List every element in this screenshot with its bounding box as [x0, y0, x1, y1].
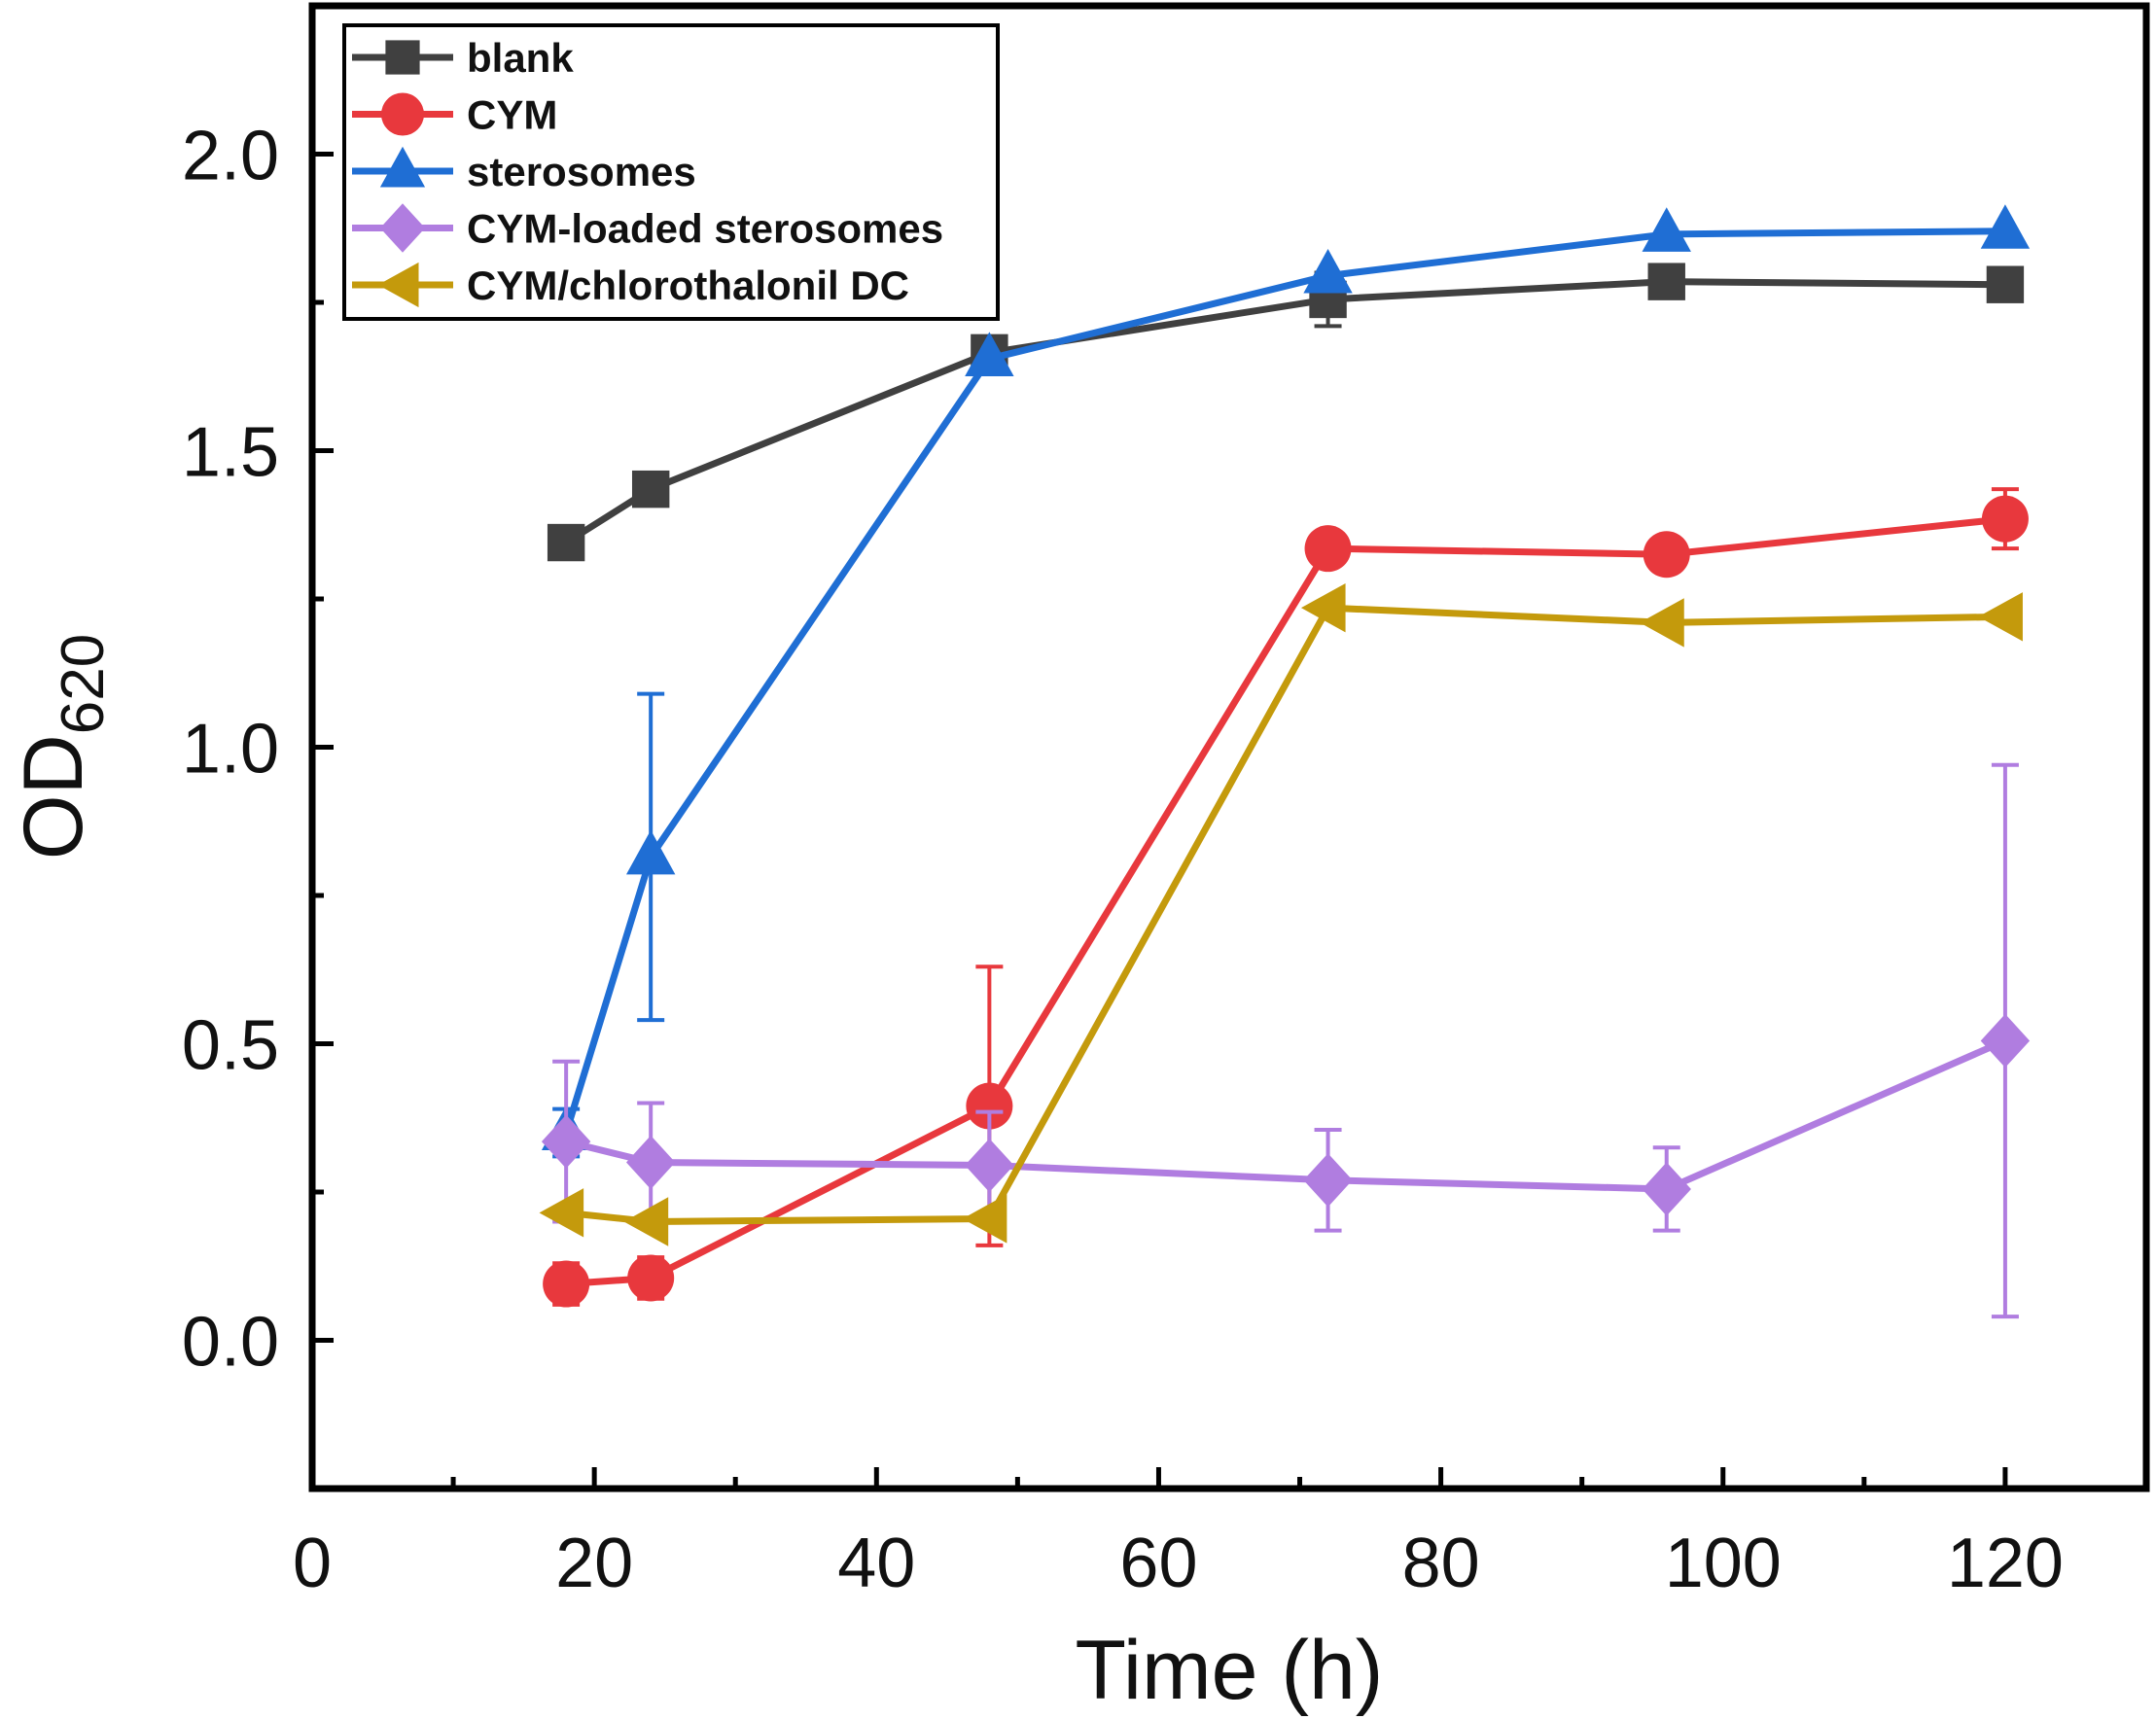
data-point [631, 470, 670, 509]
data-point [1643, 531, 1690, 579]
legend-item: CYM [352, 92, 557, 138]
legend: blank CYM sterosomes CYM-loaded sterosomes C… [342, 23, 1000, 321]
data-point [966, 1082, 1013, 1130]
x-tick-label: 120 [1947, 1525, 2064, 1602]
y-tick-label: 1.5 [182, 414, 279, 492]
legend-swatch-marker [381, 92, 424, 136]
x-tick-label: 80 [1402, 1525, 1480, 1602]
series-line [562, 228, 2005, 1135]
data-point [543, 1260, 590, 1308]
y-tick-label: 0.0 [182, 1304, 279, 1382]
y-axis-title-main: OD [7, 734, 100, 860]
x-tick-label: 40 [837, 1525, 915, 1602]
x-tick-label: 60 [1119, 1525, 1197, 1602]
data-point [962, 1194, 1007, 1244]
series-layer [539, 204, 2031, 1319]
legend-item: sterosomes [352, 146, 696, 194]
legend-label: CYM-loaded sterosomes [467, 206, 943, 252]
data-point [1642, 1162, 1691, 1216]
data-point [627, 1254, 675, 1302]
x-tick-label: 0 [293, 1525, 332, 1602]
legend-swatch-marker [379, 203, 426, 253]
data-point [1981, 495, 2029, 543]
y-axis-title: OD620 [7, 634, 117, 860]
data-point [539, 1188, 584, 1238]
y-axis-title-subscript: 620 [50, 634, 117, 734]
data-point [1986, 265, 2025, 303]
legend-swatch-marker [377, 262, 419, 308]
legend-label: blank [467, 35, 574, 81]
legend-label: sterosomes [467, 149, 696, 194]
series-line [565, 1037, 2007, 1193]
data-point [1647, 263, 1685, 300]
series-cym-loaded-sterosomes [541, 762, 2031, 1319]
data-point [541, 1114, 591, 1169]
legend-item: blank [352, 35, 574, 81]
data-point [623, 1197, 669, 1246]
axis-ticks [309, 152, 2008, 1491]
data-point [1980, 1013, 2031, 1069]
x-axis-title: Time (h) [1076, 1624, 1384, 1717]
legend-swatch-marker [379, 146, 426, 188]
series-line [565, 515, 2006, 1288]
data-point [547, 523, 585, 562]
series-cym-chlorothalonil-dc [539, 582, 2023, 1246]
data-point [1303, 1153, 1353, 1208]
legend-label: CYM [467, 92, 557, 138]
legend-item: CYM/chlorothalonil DC [352, 262, 909, 308]
data-point [1300, 582, 1346, 633]
axis-labels: 0 20 40 60 80 100 120 0.0 0.5 1.0 1.5 2.0 Time (h) OD… [7, 118, 2064, 1718]
x-tick-label: 20 [555, 1525, 633, 1602]
legend-label: CYM/chlorothalonil DC [467, 263, 909, 308]
data-point [1640, 598, 1684, 648]
series-cym [543, 487, 2029, 1308]
data-point [625, 829, 676, 875]
data-point [1980, 204, 2031, 249]
data-point [965, 1138, 1014, 1193]
x-tick-label: 100 [1665, 1525, 1782, 1602]
data-point [1304, 525, 1352, 573]
y-tick-label: 0.5 [182, 1007, 279, 1085]
y-tick-label: 1.0 [182, 711, 279, 789]
series-line [565, 604, 2005, 1225]
data-point [1978, 592, 2023, 642]
data-point [1642, 207, 1691, 252]
data-point [625, 1135, 676, 1190]
y-tick-label: 2.0 [182, 118, 279, 195]
data-point [965, 332, 1014, 376]
legend-swatch-marker [385, 40, 420, 75]
data-point [1303, 248, 1353, 294]
legend-item: CYM-loaded sterosomes [352, 203, 943, 253]
